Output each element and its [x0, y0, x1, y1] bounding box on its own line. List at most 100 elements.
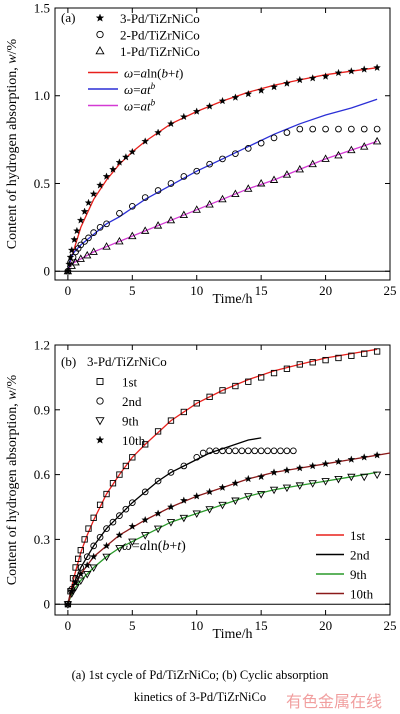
data-point-2-Pd/TiZrNiCo	[296, 125, 304, 133]
data-point-10th	[64, 600, 72, 608]
data-point-10th	[308, 461, 317, 470]
legend-marker-1-Pd/TiZrNiCo	[95, 46, 105, 55]
data-point-2nd	[283, 447, 291, 455]
data-point-9th	[244, 493, 253, 501]
x-axis-label: Time/h	[213, 627, 253, 642]
legend-formula: ω=aln(b+t)	[124, 66, 183, 81]
data-point-1st	[193, 400, 200, 407]
panel-label: (a)	[61, 10, 75, 25]
data-point-1st	[322, 356, 329, 364]
legend-label: 10th	[350, 587, 374, 602]
data-point-10th	[257, 472, 266, 481]
data-point-1st	[373, 348, 381, 355]
data-point-10th	[192, 492, 201, 500]
data-point-2nd	[96, 533, 104, 541]
data-point-1-Pd/TiZrNiCo	[347, 145, 356, 154]
data-point-3-Pd/TiZrNiCo	[102, 172, 111, 180]
data-point-9th	[347, 473, 356, 482]
data-point-10th	[102, 541, 111, 550]
data-point-10th	[347, 455, 356, 463]
x-tick-label: 25	[384, 618, 397, 633]
data-point-9th	[166, 519, 176, 527]
data-point-1-Pd/TiZrNiCo	[179, 210, 189, 219]
data-point-2-Pd/TiZrNiCo	[257, 139, 265, 147]
data-point-2nd	[212, 447, 220, 455]
data-point-3-Pd/TiZrNiCo	[295, 75, 304, 84]
legend-marker-1st	[96, 378, 104, 385]
data-point-3-Pd/TiZrNiCo	[270, 82, 278, 91]
y-tick-label: 1.0	[34, 88, 50, 103]
data-point-10th	[244, 474, 253, 483]
data-point-3-Pd/TiZrNiCo	[334, 68, 343, 77]
data-point-1st	[219, 387, 226, 394]
data-point-2-Pd/TiZrNiCo	[69, 253, 77, 261]
panel-label: (b)	[61, 354, 76, 369]
data-point-9th	[205, 506, 214, 514]
data-point-2nd	[232, 447, 239, 455]
x-tick-label: 25	[384, 283, 397, 298]
caption-line-2: kinetics of 3-Pd/TiZrNiCo	[133, 690, 267, 704]
data-point-9th	[372, 471, 382, 480]
legend-label: 9th	[350, 567, 367, 582]
data-point-1-Pd/TiZrNiCo	[231, 189, 240, 197]
data-point-10th	[334, 457, 343, 465]
data-point-3-Pd/TiZrNiCo	[73, 226, 81, 235]
data-point-3-Pd/TiZrNiCo	[283, 79, 291, 87]
data-point-9th	[192, 510, 201, 519]
data-point-2nd	[277, 447, 284, 455]
x-tick-label: 20	[319, 618, 332, 633]
data-point-1-Pd/TiZrNiCo	[63, 266, 73, 275]
y-tick-label: 0.3	[34, 532, 50, 547]
data-point-9th	[128, 538, 137, 547]
data-point-1st	[90, 514, 97, 521]
x-tick-label: 0	[65, 618, 72, 633]
data-point-1st	[69, 575, 77, 582]
data-point-2nd	[257, 447, 265, 455]
y-tick-label: 0.5	[34, 176, 50, 191]
data-point-2-Pd/TiZrNiCo	[348, 125, 355, 133]
y-tick-label: 0	[44, 597, 51, 612]
data-point-3-Pd/TiZrNiCo	[347, 67, 356, 75]
legend-label: 2-Pd/TiZrNiCo	[120, 28, 200, 43]
data-point-10th	[373, 451, 381, 459]
data-point-9th	[89, 564, 98, 573]
data-point-2nd	[225, 447, 233, 455]
data-point-2nd	[219, 447, 226, 455]
data-point-3-Pd/TiZrNiCo	[218, 96, 227, 105]
data-point-2nd	[116, 512, 123, 519]
data-point-2-Pd/TiZrNiCo	[81, 238, 88, 245]
data-point-1st	[85, 525, 92, 532]
y-tick-label: 1.2	[34, 338, 50, 353]
y-tick-label: 1.5	[34, 1, 50, 16]
data-point-1-Pd/TiZrNiCo	[89, 247, 98, 255]
data-point-1st	[129, 454, 136, 461]
y-axis-label: Content of hydrogen absorption, w/%	[5, 38, 20, 249]
data-point-3-Pd/TiZrNiCo	[109, 165, 117, 173]
data-point-2nd	[83, 553, 91, 561]
data-point-1st	[167, 417, 175, 424]
data-point-3-Pd/TiZrNiCo	[167, 119, 175, 128]
legend-label: 9th	[122, 414, 139, 429]
data-point-1st	[361, 350, 368, 357]
data-point-2nd	[141, 488, 149, 496]
data-point-1st	[180, 408, 187, 416]
data-point-3-Pd/TiZrNiCo	[205, 102, 214, 110]
data-point-2-Pd/TiZrNiCo	[85, 234, 92, 242]
data-point-1-Pd/TiZrNiCo	[360, 142, 369, 150]
data-point-9th	[321, 478, 330, 486]
data-point-10th	[89, 552, 98, 560]
data-point-2-Pd/TiZrNiCo	[270, 134, 278, 142]
data-point-2-Pd/TiZrNiCo	[90, 229, 97, 236]
data-point-1-Pd/TiZrNiCo	[269, 175, 279, 183]
data-point-3-Pd/TiZrNiCo	[76, 216, 85, 224]
data-point-2-Pd/TiZrNiCo	[141, 194, 149, 201]
data-point-1st	[206, 393, 213, 400]
formula-annotation: ω=aln(b+t)	[122, 539, 186, 554]
data-point-1st	[77, 547, 84, 554]
data-point-2-Pd/TiZrNiCo	[206, 160, 213, 168]
data-point-9th	[308, 480, 317, 488]
x-tick-label: 5	[129, 618, 136, 633]
fit-line-10th	[67, 452, 391, 605]
data-point-2-Pd/TiZrNiCo	[103, 220, 110, 228]
data-point-1-Pd/TiZrNiCo	[295, 164, 304, 173]
